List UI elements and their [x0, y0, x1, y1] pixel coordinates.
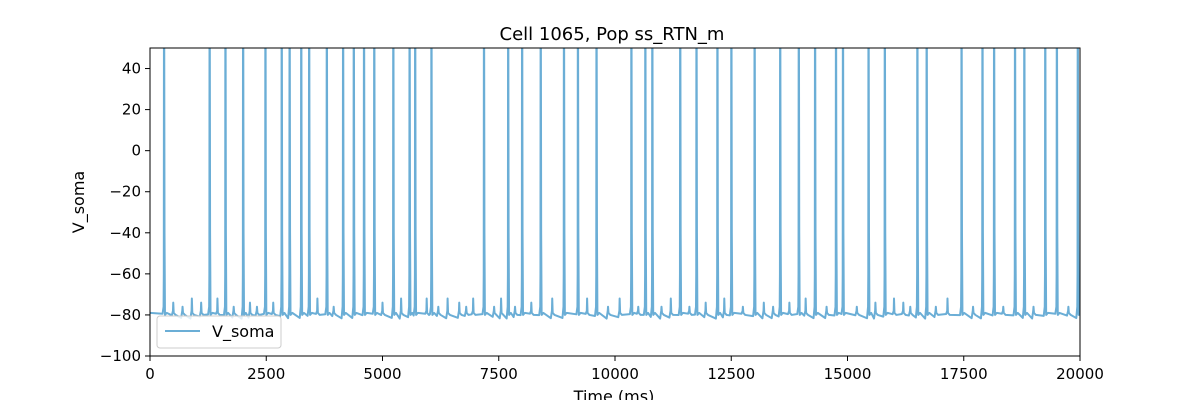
y-tick-label: −40 — [109, 224, 141, 242]
y-tick-label: 40 — [122, 60, 141, 78]
x-axis-label: Time (ms) — [573, 387, 655, 400]
x-tick-label: 17500 — [940, 365, 988, 383]
y-axis-label: V_soma — [69, 171, 89, 233]
x-tick-label: 0 — [145, 365, 155, 383]
series-line-v-soma — [150, 48, 1080, 320]
y-tick-label: 0 — [131, 142, 141, 160]
y-tick-label: −20 — [109, 183, 141, 201]
x-tick-label: 7500 — [480, 365, 518, 383]
x-tick-label: 10000 — [591, 365, 639, 383]
x-axis: 0 2500 5000 7500 10000 12500 15000 17500 20000 — [145, 356, 1104, 383]
y-tick-label: −100 — [100, 347, 141, 365]
y-tick-label: 20 — [122, 101, 141, 119]
x-tick-label: 12500 — [707, 365, 755, 383]
y-tick-label: −80 — [109, 306, 141, 324]
y-tick-label: −60 — [109, 265, 141, 283]
y-axis: −100 −80 −60 −40 −20 0 20 40 — [100, 60, 150, 365]
trace-layer — [150, 48, 1080, 320]
x-tick-label: 2500 — [247, 365, 285, 383]
legend-entry: V_soma — [212, 322, 274, 342]
x-tick-label: 5000 — [363, 365, 401, 383]
legend: V_soma — [156, 315, 282, 349]
legend-box — [156, 315, 282, 349]
chart-title: Cell 1065, Pop ss_RTN_m — [500, 24, 725, 45]
x-tick-label: 15000 — [824, 365, 872, 383]
x-tick-label: 20000 — [1056, 365, 1104, 383]
